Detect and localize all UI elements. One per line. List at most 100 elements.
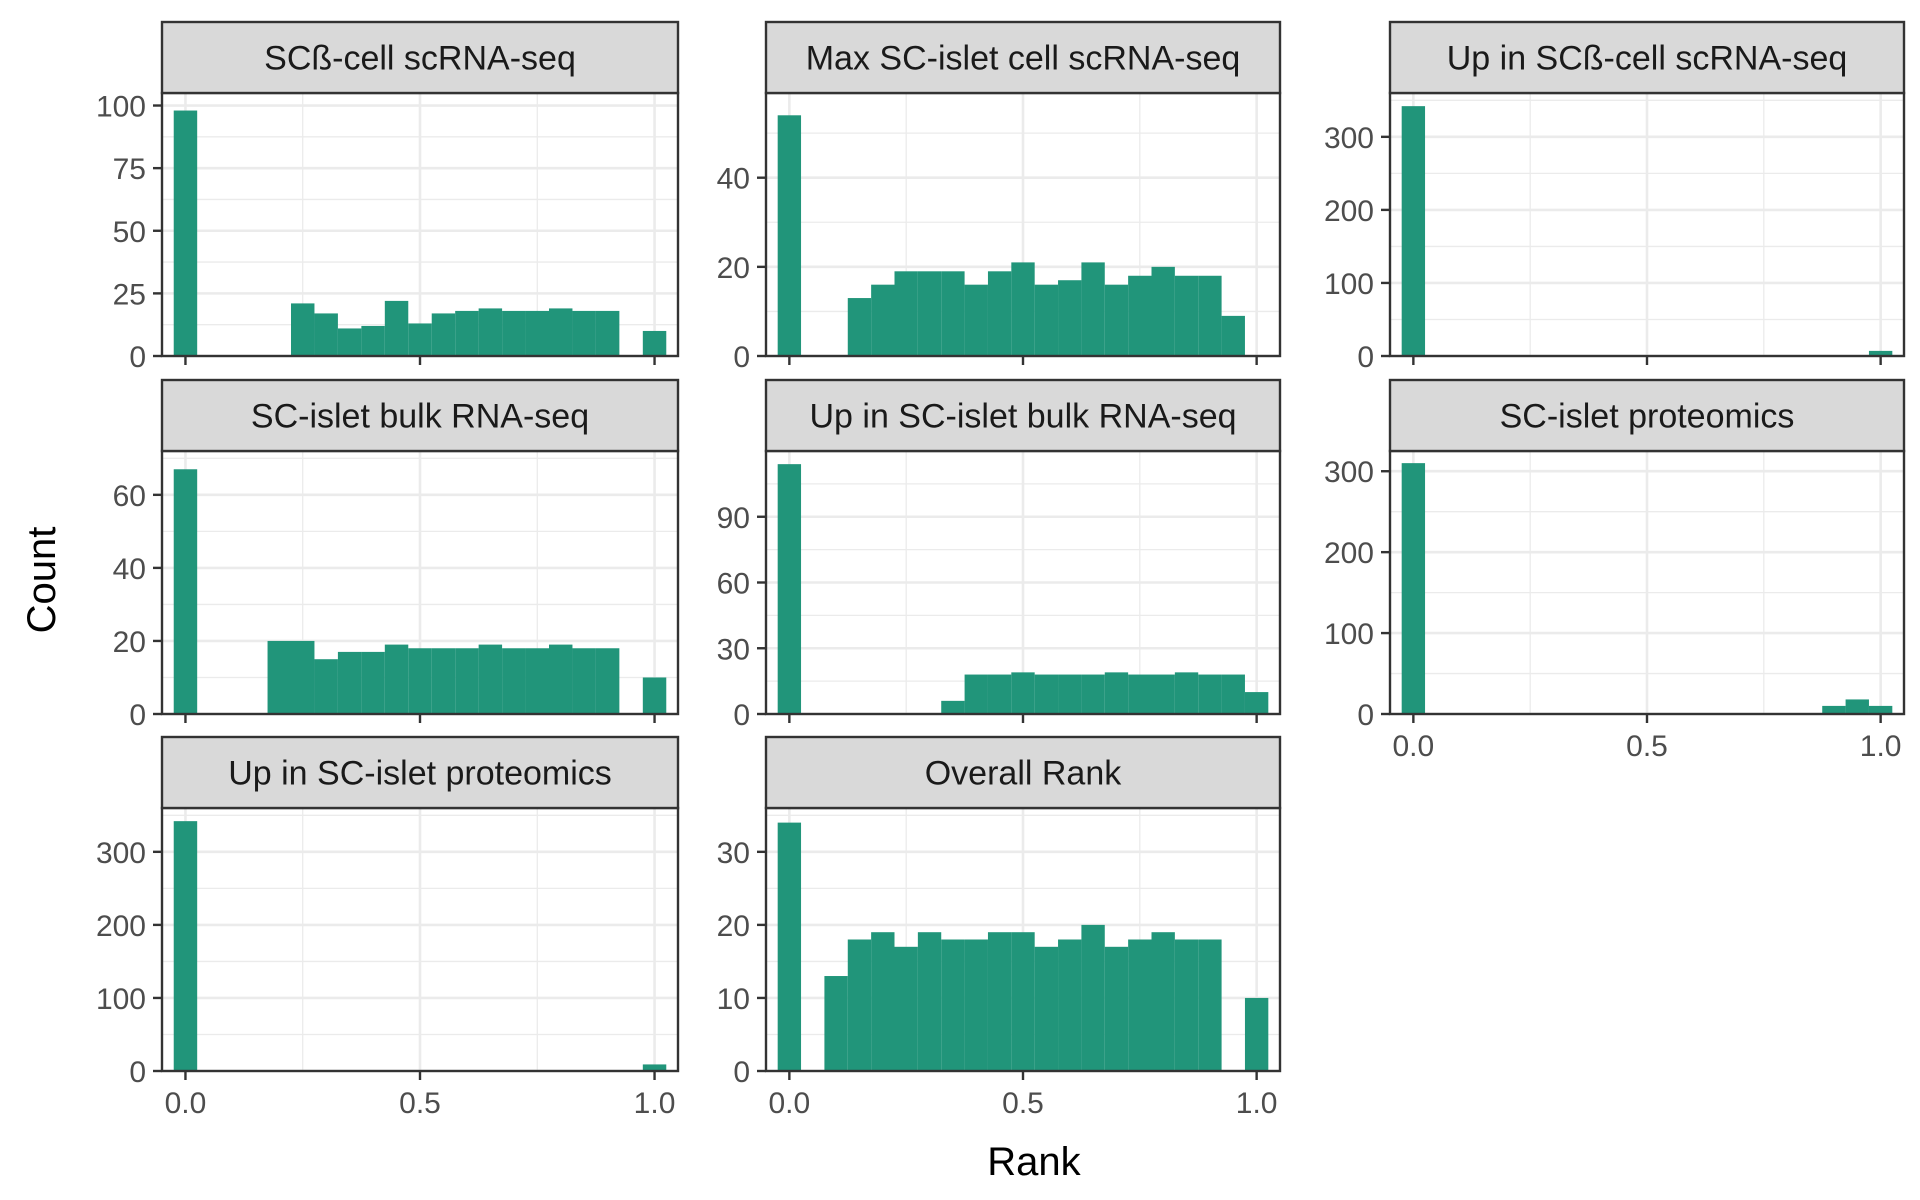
panel-8-bar: [941, 939, 965, 1071]
panel-1-sc-cell-scrna-seq: SCß-cell scRNA-seq 0 25 50 75 100: [96, 20, 680, 374]
panel-3-y-tick-label: 100: [1324, 268, 1374, 301]
panel-4-bar: [337, 651, 362, 714]
panel-1-bars: [173, 110, 667, 357]
panel-4-strip: [160, 378, 680, 453]
panel-8-x-tick-label: 0.5: [1002, 1087, 1044, 1120]
panel-1-bar: [361, 325, 385, 356]
x-axis-title: Rank: [987, 1140, 1081, 1184]
panel-7-strip: [160, 735, 680, 810]
panel-5-strip: [764, 378, 1282, 453]
panel-1-bar: [525, 310, 549, 356]
panel-1-bar: [408, 323, 432, 356]
panel-8-bar: [987, 932, 1012, 1071]
panel-4-bar: [455, 648, 479, 714]
panel-2-y-tick-label: 40: [717, 163, 750, 196]
panel-7-strip-title: Up in SC-islet proteomics: [228, 755, 612, 793]
panel-1-strip: [160, 20, 680, 95]
panel-7-bars: [173, 821, 667, 1071]
panel-4-bar: [572, 648, 596, 714]
panel-4-y-tick-label: 20: [113, 626, 146, 659]
panel-6-bar: [1845, 699, 1869, 714]
panel-1-bar: [502, 310, 526, 356]
panel-8-bar: [1128, 939, 1152, 1071]
panel-4-bar: [642, 677, 667, 714]
panel-4-bar: [431, 648, 456, 714]
panel-8-bar: [1174, 939, 1199, 1071]
panel-5-bar: [1244, 692, 1269, 714]
panel-8-bar: [1198, 939, 1222, 1071]
panel-3-y-tick-label: 300: [1324, 122, 1374, 155]
panel-2-strip-title: Max SC-islet cell scRNA-seq: [806, 40, 1241, 78]
panel-4-y-tick-label: 0: [129, 699, 146, 732]
panel-8-bar: [1244, 997, 1269, 1071]
panel-8-bar: [777, 822, 802, 1071]
panel-8-x-tick-label: 1.0: [1236, 1087, 1278, 1120]
panel-5-bar: [1198, 674, 1222, 714]
panel-2-bar: [1174, 275, 1199, 356]
panel-1-bar: [642, 330, 667, 356]
panel-5-bar: [987, 674, 1012, 714]
panel-2-bar: [1058, 280, 1082, 356]
panel-1-bar: [337, 328, 362, 356]
panel-5-y-tick-label: 60: [717, 568, 750, 601]
panel-1-y-tick-label: 75: [113, 153, 146, 186]
panel-2-bar: [1198, 275, 1222, 356]
panel-3-y-tick-label: 200: [1324, 195, 1374, 228]
panel-5-y-tick-label: 90: [717, 502, 750, 535]
panel-5-y-tick-label: 30: [717, 633, 750, 666]
panel-5-bar: [1034, 674, 1059, 714]
panel-8-bar: [1034, 946, 1059, 1071]
panel-4-bar: [267, 640, 291, 714]
panel-7-bar: [642, 1064, 667, 1071]
panel-1-bar: [478, 308, 503, 356]
panel-6-bars: [1401, 463, 1893, 714]
panel-6-y-tick-label: 100: [1324, 618, 1374, 651]
panel-4-bar: [291, 640, 315, 714]
panel-2-bar: [987, 271, 1012, 356]
panel-8-bars: [777, 822, 1269, 1071]
panel-5-bar: [941, 700, 965, 714]
panel-1-strip-title: SCß-cell scRNA-seq: [264, 40, 576, 78]
panel-7-x-tick-label: 0.0: [165, 1087, 207, 1120]
panel-1-bar: [549, 308, 573, 356]
panel-2-bar: [1151, 266, 1175, 356]
y-axis-title: Count: [20, 527, 64, 634]
panel-3-bar: [1401, 106, 1426, 357]
panel-3-bars: [1401, 106, 1893, 357]
panel-6-strip-title: SC-islet proteomics: [1500, 398, 1795, 436]
panel-7-y-tick-label: 300: [96, 837, 146, 870]
panel-2-max-sc-islet-cell-scrna-seq: Max SC-islet cell scRNA-seq 0 20 40: [717, 20, 1282, 374]
panel-8-y-tick-label: 30: [717, 837, 750, 870]
panel-5-bar: [1011, 672, 1035, 714]
panel-3-strip-title: Up in SCß-cell scRNA-seq: [1447, 40, 1848, 78]
panel-4-bar: [525, 648, 549, 714]
panel-2-y-tick-label: 20: [717, 252, 750, 285]
panel-2-bar: [871, 284, 895, 356]
panel-7-x-tick-label: 0.5: [399, 1087, 441, 1120]
panel-8-strip: [764, 735, 1282, 810]
panel-5-bar: [1128, 674, 1152, 714]
panel-1-bar: [314, 313, 338, 356]
panel-2-bar: [964, 284, 988, 356]
panel-5-bars: [777, 464, 1269, 714]
panel-1-y-tick-label: 50: [113, 216, 146, 249]
facet-panels: SCß-cell scRNA-seq 0 25 50 75 100 Max SC-islet…: [96, 20, 1906, 1120]
panel-7-y-tick-label: 200: [96, 910, 146, 943]
panel-4-bars: [173, 469, 667, 714]
panel-6-bar: [1401, 463, 1426, 714]
panel-1-y-tick-label: 100: [96, 91, 146, 124]
panel-2-strip: [764, 20, 1282, 95]
panel-2-bar: [1081, 262, 1105, 356]
panel-2-bar: [1011, 262, 1035, 356]
panel-6-y-tick-label: 200: [1324, 537, 1374, 570]
panel-4-strip-title: SC-islet bulk RNA-seq: [251, 398, 589, 436]
panel-2-bar: [777, 115, 802, 356]
panel-4-bar: [478, 644, 503, 714]
panel-8-y-tick-label: 10: [717, 983, 750, 1016]
panel-8-x-tick-label: 0.0: [769, 1087, 811, 1120]
panel-2-bar: [894, 271, 918, 356]
panel-4-y-tick-label: 40: [113, 553, 146, 586]
panel-5-bar: [1221, 674, 1245, 714]
panel-1-y-tick-label: 25: [113, 278, 146, 311]
